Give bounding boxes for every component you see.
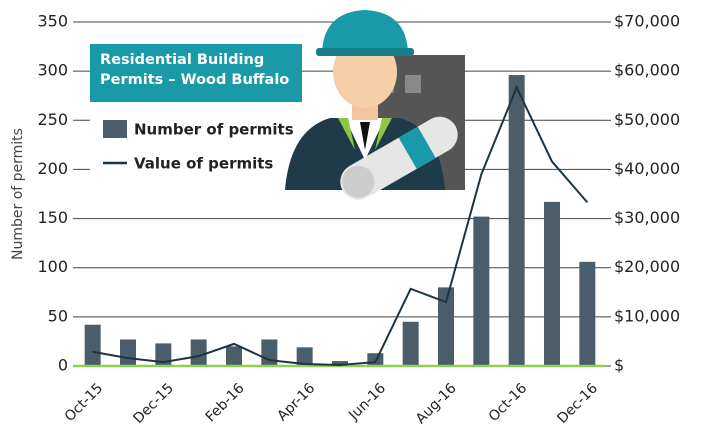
helmet [322, 10, 408, 52]
window [405, 75, 421, 93]
helmet-brim [316, 48, 414, 56]
illustration [0, 0, 704, 424]
page: 050100150200250300350$$10,000$20,000$30,… [0, 0, 704, 424]
